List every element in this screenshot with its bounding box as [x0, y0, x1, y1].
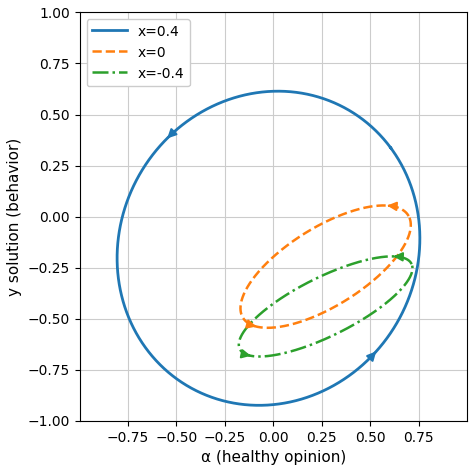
x=0	[406, 213, 411, 219]
x=0	[237, 304, 243, 310]
Y-axis label: y solution (behavior): y solution (behavior)	[7, 137, 22, 296]
x=0.4	[388, 145, 393, 151]
x=0	[265, 325, 271, 331]
x=-0.4	[256, 354, 262, 359]
x=0	[361, 285, 367, 291]
x=0	[408, 220, 413, 226]
x=0.4	[353, 112, 359, 118]
x=-0.4	[410, 267, 415, 272]
x=0.4	[275, 88, 281, 94]
x=-0.4	[401, 255, 406, 261]
x=0.4	[382, 338, 387, 344]
x=-0.4	[236, 344, 242, 349]
Legend: x=0.4, x=0, x=-0.4: x=0.4, x=0, x=-0.4	[87, 19, 190, 86]
x=0	[238, 312, 244, 317]
x=0.4	[256, 403, 262, 408]
x=0.4	[125, 313, 131, 319]
x=0.4	[388, 145, 393, 151]
Line: x=0: x=0	[240, 205, 411, 328]
x=0	[408, 220, 413, 226]
x=-0.4	[410, 267, 415, 272]
Line: x=0.4: x=0.4	[117, 91, 420, 405]
x=-0.4	[409, 261, 414, 267]
X-axis label: α (healthy opinion): α (healthy opinion)	[201, 450, 346, 465]
x=0	[381, 202, 386, 208]
x=-0.4	[237, 338, 242, 344]
x=0.4	[402, 168, 408, 174]
x=0.4	[401, 168, 407, 173]
x=-0.4	[355, 320, 361, 325]
x=0	[406, 213, 411, 219]
Line: x=-0.4: x=-0.4	[239, 256, 412, 356]
x=0	[396, 205, 401, 211]
x=-0.4	[409, 261, 414, 267]
x=0.4	[137, 336, 142, 341]
x=-0.4	[389, 253, 395, 259]
